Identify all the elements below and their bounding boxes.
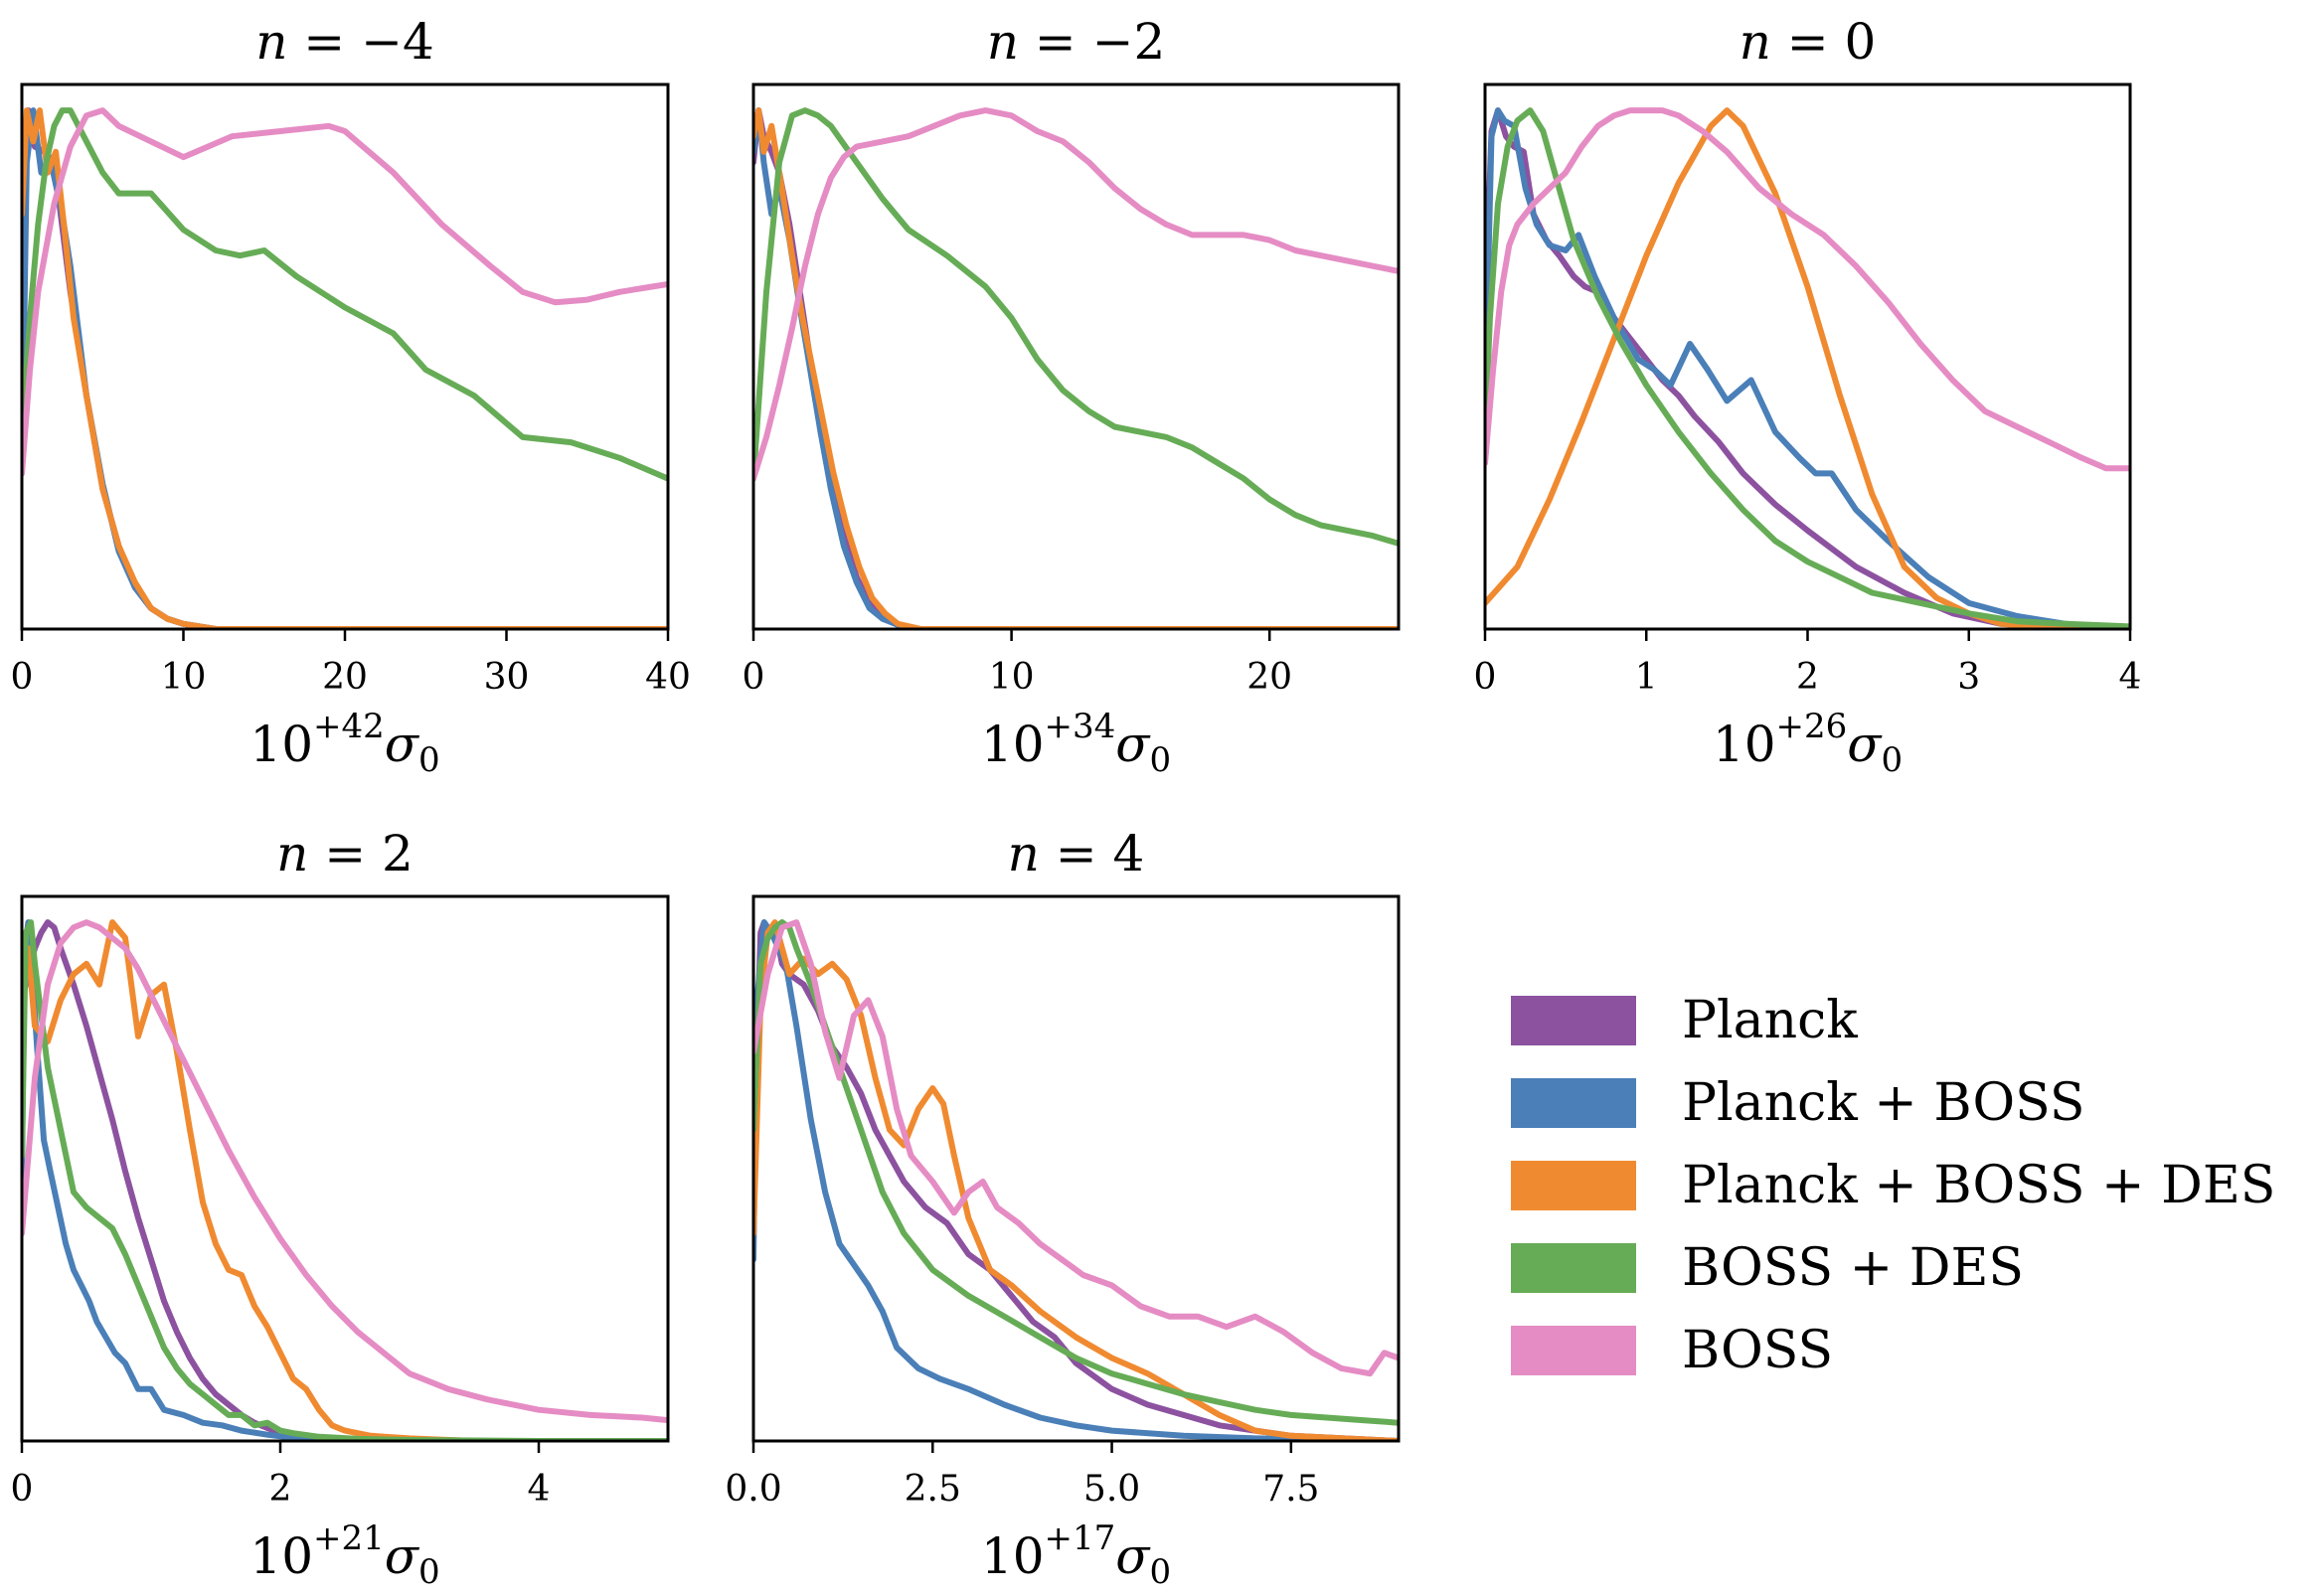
x-tick-label: 2 <box>1796 657 1819 698</box>
series-line-boss <box>753 919 1399 1377</box>
x-axis-label: 10+34σ0 <box>981 707 1171 780</box>
x-tick-label: 1 <box>1635 657 1658 698</box>
x-tick-label: 10 <box>989 657 1035 698</box>
series-group <box>22 919 668 1441</box>
series-line-planck-boss <box>753 107 1399 629</box>
legend-label-boss-des: BOSS + DES <box>1682 1237 2025 1298</box>
series-line-planck-boss-des <box>753 107 1399 629</box>
legend-item-planck: Planck <box>1511 979 2275 1061</box>
series-line-planck <box>753 107 1399 629</box>
x-tick-label: 4 <box>2119 657 2142 698</box>
legend-label-planck-boss: Planck + BOSS <box>1682 1072 2085 1133</box>
series-line-boss <box>22 107 668 477</box>
x-tick-label: 0 <box>11 1469 34 1510</box>
legend-swatch-boss <box>1511 1325 1636 1375</box>
legend: Planck Planck + BOSS Planck + BOSS + DES… <box>1511 979 2275 1391</box>
legend-swatch-planck-boss-des <box>1511 1160 1636 1210</box>
panel-n-2: 0 2 4 n = 2 10+21σ0 <box>11 825 670 1592</box>
x-tick-label: 5.0 <box>1083 1469 1140 1510</box>
legend-label-planck: Planck <box>1682 990 1858 1050</box>
x-axis-label: 10+26σ0 <box>1713 707 1903 780</box>
x-axis-label: 10+17σ0 <box>981 1518 1171 1592</box>
panel-n-minus-4: 0 10 20 30 40 n = −4 10+42σ0 <box>11 13 691 780</box>
series-line-planck <box>753 919 1399 1441</box>
panel-n-minus-2: 0 10 20 n = −2 10+34σ0 <box>743 13 1401 780</box>
axes-frame <box>20 894 670 1443</box>
x-axis-label: 10+21σ0 <box>249 1518 439 1592</box>
x-tick-label: 0.0 <box>725 1469 781 1510</box>
series-line-boss <box>22 919 668 1424</box>
legend-swatch-planck <box>1511 995 1636 1045</box>
legend-item-planck-boss: Planck + BOSS <box>1511 1061 2275 1144</box>
x-tick-label: 3 <box>1957 657 1980 698</box>
series-group <box>1485 107 2130 629</box>
x-tick-label: 30 <box>484 657 530 698</box>
axes-frame <box>1483 82 2132 631</box>
series-group <box>22 107 668 629</box>
panel-title: n = 0 <box>1740 13 1877 71</box>
series-line-planck-boss-des <box>22 107 668 629</box>
x-tick-label: 20 <box>1246 657 1292 698</box>
x-axis-label: 10+42σ0 <box>249 707 439 780</box>
panel-title: n = 2 <box>276 825 414 882</box>
x-tick-label: 2.5 <box>905 1469 961 1510</box>
series-group <box>753 107 1399 629</box>
series-line-boss-des <box>22 107 668 482</box>
legend-label-planck-boss-des: Planck + BOSS + DES <box>1682 1155 2276 1215</box>
x-tick-label: 10 <box>161 657 207 698</box>
series-line-planck <box>22 919 668 1441</box>
panel-title: n = −4 <box>255 13 434 71</box>
x-tick-label: 0 <box>11 657 34 698</box>
panel-n-4: 0.0 2.5 5.0 7.5 n = 4 10+17σ0 <box>725 825 1401 1592</box>
x-tick-label: 20 <box>322 657 368 698</box>
series-line-planck-boss <box>1485 107 2130 629</box>
series-line-boss-des <box>753 107 1399 547</box>
series-line-boss <box>1485 107 2130 472</box>
series-group <box>753 919 1399 1441</box>
legend-item-boss: BOSS <box>1511 1309 2275 1391</box>
series-line-boss-des <box>22 919 668 1441</box>
x-tick-label: 0 <box>1474 657 1497 698</box>
x-tick-label: 0 <box>743 657 765 698</box>
x-tick-label: 7.5 <box>1262 1469 1319 1510</box>
series-line-planck-boss-des <box>753 919 1399 1441</box>
legend-label-boss: BOSS <box>1682 1320 1834 1380</box>
panel-title: n = −2 <box>987 13 1166 71</box>
legend-item-boss-des: BOSS + DES <box>1511 1226 2275 1309</box>
series-line-boss-des <box>1485 107 2130 629</box>
x-tick-label: 40 <box>645 657 691 698</box>
legend-item-planck-boss-des: Planck + BOSS + DES <box>1511 1144 2275 1226</box>
legend-swatch-boss-des <box>1511 1242 1636 1293</box>
axes-frame <box>751 82 1401 631</box>
series-line-planck <box>1485 107 2130 629</box>
series-line-planck-boss-des <box>1485 107 2130 629</box>
legend-swatch-planck-boss <box>1511 1077 1636 1128</box>
panel-title: n = 4 <box>1008 825 1145 882</box>
x-tick-label: 4 <box>528 1469 551 1510</box>
series-line-planck-boss <box>22 919 668 1441</box>
panel-n-0: 0 1 2 3 4 n = 0 10+26σ0 <box>1474 13 2142 780</box>
series-line-boss <box>753 107 1399 482</box>
x-tick-label: 2 <box>269 1469 292 1510</box>
series-line-planck-boss-des <box>22 919 668 1441</box>
axes-frame <box>751 894 1401 1443</box>
